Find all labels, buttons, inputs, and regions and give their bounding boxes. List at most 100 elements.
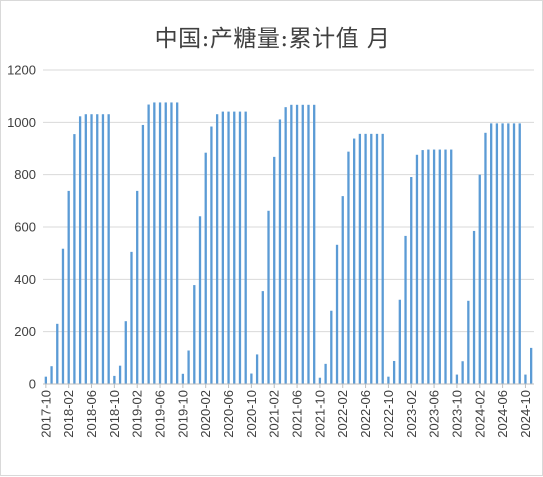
bar — [227, 111, 230, 384]
y-tick-label: 1000 — [7, 115, 36, 130]
x-tick-label: 2023-06 — [427, 390, 442, 438]
bar — [307, 104, 310, 385]
bar — [318, 377, 322, 384]
bar — [238, 111, 242, 384]
x-tick-label: 2021-02 — [267, 390, 282, 438]
bar — [273, 156, 276, 384]
x-tick-label: 2020-06 — [221, 390, 236, 438]
bar — [375, 133, 379, 384]
gridlines — [43, 69, 534, 333]
bar — [176, 102, 179, 384]
bar — [495, 123, 499, 384]
x-tick-label: 2023-02 — [404, 390, 419, 438]
bar — [187, 350, 190, 384]
x-tick-label: 2019-06 — [153, 390, 168, 438]
bar — [444, 149, 447, 384]
bar — [267, 210, 270, 384]
bar-series — [44, 102, 533, 385]
bar — [530, 347, 533, 384]
bar — [158, 102, 162, 384]
bar — [450, 149, 453, 384]
bar — [518, 123, 521, 384]
bar — [501, 123, 504, 384]
bar — [478, 174, 481, 384]
bar — [96, 114, 99, 384]
axes — [43, 383, 534, 388]
bar — [67, 190, 70, 384]
bar — [353, 138, 356, 384]
bar — [107, 114, 110, 384]
x-tick-label: 2019-02 — [130, 390, 145, 438]
bar — [278, 119, 282, 384]
bar — [181, 373, 185, 384]
bar — [438, 149, 441, 384]
bar — [255, 354, 259, 384]
bar — [147, 104, 150, 384]
bar — [153, 102, 156, 384]
bar — [472, 230, 476, 384]
y-tick-label: 400 — [14, 272, 36, 287]
bar — [301, 104, 304, 385]
bar — [84, 114, 87, 384]
x-tick-label: 2019-10 — [175, 390, 190, 438]
x-tick-label: 2022-02 — [335, 390, 350, 438]
bar — [50, 366, 53, 384]
bar — [461, 361, 464, 384]
bar — [455, 374, 459, 384]
x-tick-label: 2024-02 — [472, 390, 487, 438]
y-axis-tick-labels: 0 200 400 600 800 1000 1200 — [7, 63, 36, 392]
bar — [341, 196, 344, 384]
y-tick-label: 0 — [29, 377, 36, 392]
x-tick-label: 2021-06 — [290, 390, 305, 438]
bar — [101, 114, 105, 384]
bar — [90, 114, 93, 384]
bar — [141, 124, 145, 384]
bar — [330, 310, 333, 384]
bar — [381, 133, 384, 384]
x-tick-label: 2024-06 — [495, 390, 510, 438]
bar — [136, 190, 139, 384]
x-tick-label: 2024-10 — [518, 390, 533, 438]
bar — [290, 104, 293, 385]
bar — [198, 216, 202, 384]
x-tick-label: 2018-10 — [107, 390, 122, 438]
bar — [364, 133, 367, 384]
bar — [124, 321, 127, 384]
x-tick-label: 2022-06 — [358, 390, 373, 438]
bar — [61, 248, 65, 384]
bar — [244, 111, 247, 384]
bar — [324, 363, 327, 384]
bar — [421, 150, 424, 384]
bar — [432, 149, 436, 384]
bar — [335, 244, 339, 384]
bar — [484, 132, 487, 384]
bar — [490, 123, 493, 384]
x-tick-label: 2022-10 — [381, 390, 396, 438]
bar — [113, 375, 116, 384]
chart-title: 中国:产糖量:累计值 月 — [154, 26, 391, 52]
bar — [415, 154, 419, 384]
bar — [261, 291, 264, 384]
bar — [204, 152, 207, 384]
x-axis-tick-labels: 2017-10 2018-02 2018-06 2018-10 2019-02 2019-… — [38, 390, 533, 438]
bar — [387, 376, 390, 384]
bar — [284, 107, 287, 384]
bar — [347, 151, 350, 384]
bar — [170, 102, 173, 384]
bar — [78, 116, 82, 384]
bar — [392, 360, 396, 384]
y-tick-label: 200 — [14, 324, 36, 339]
bar — [250, 373, 253, 384]
y-tick-label: 600 — [14, 220, 36, 235]
bar — [524, 374, 527, 384]
bar — [56, 323, 59, 384]
bar — [467, 300, 470, 384]
bar — [370, 133, 373, 384]
y-tick-label: 800 — [14, 167, 36, 182]
bar — [410, 177, 413, 384]
bar — [507, 123, 510, 384]
x-tick-label: 2018-06 — [84, 390, 99, 438]
x-tick-label: 2023-10 — [449, 390, 464, 438]
